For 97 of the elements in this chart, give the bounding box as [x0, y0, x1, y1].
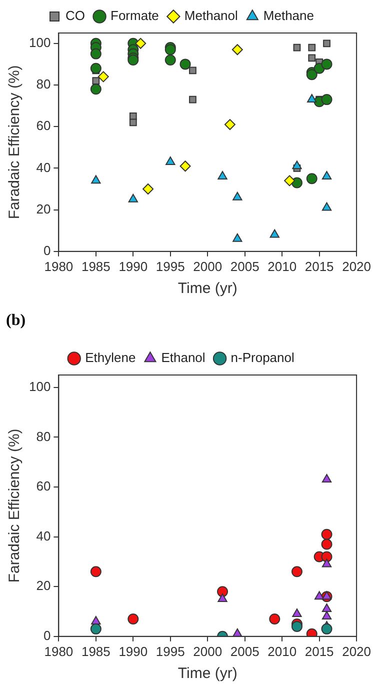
point: [166, 156, 176, 165]
y-tick-label: 60: [36, 118, 51, 134]
point: [321, 94, 332, 106]
point: [322, 604, 332, 612]
y-tick-label: 60: [36, 478, 51, 494]
x-tick-label: 1980: [44, 644, 74, 659]
point: [92, 77, 100, 85]
point: [321, 623, 332, 634]
point: [307, 94, 317, 103]
x-axis-title: Time (yr): [178, 280, 238, 298]
y-tick-label: 20: [36, 201, 51, 216]
x-tick-label: 2010: [268, 258, 297, 274]
text: (b): [5, 311, 27, 331]
x-tick-label: 2000: [193, 258, 222, 274]
point: [90, 84, 102, 95]
point: [314, 591, 324, 600]
y-tick-label: 80: [36, 428, 51, 444]
legend-label: n-Propanol: [230, 350, 294, 366]
point: [270, 229, 280, 238]
point: [322, 202, 332, 211]
point: [91, 616, 101, 624]
legend-label: CO: [66, 8, 86, 24]
x-tick-label: 1985: [81, 644, 110, 659]
x-tick-label: 2005: [230, 644, 260, 659]
legend-label: Methane: [263, 8, 314, 24]
x-tick-label: 1995: [156, 644, 185, 659]
point: [180, 160, 191, 172]
x-tick-label: 2015: [304, 258, 334, 274]
point: [224, 119, 236, 130]
point: [218, 594, 228, 602]
point: [284, 175, 296, 186]
y-axis-title: Faradaic Efficiency (%): [6, 65, 24, 220]
point: [321, 58, 332, 70]
x-tick-label: 2000: [193, 644, 222, 659]
y-tick-label: 0: [43, 242, 51, 258]
point: [128, 194, 138, 202]
point: [232, 44, 243, 56]
y-axis-title: Faradaic Efficiency (%): [6, 428, 24, 583]
y-tick-label: 40: [36, 160, 51, 175]
x-tick-label: 2020: [342, 258, 371, 274]
x-tick-label: 1985: [81, 258, 110, 274]
point: [128, 613, 139, 624]
point: [308, 44, 316, 52]
y-tick-label: 0: [43, 628, 51, 643]
point: [128, 54, 139, 66]
point: [322, 171, 332, 180]
legend-label: Ethanol: [161, 350, 206, 366]
point: [292, 608, 302, 617]
point: [323, 40, 330, 48]
x-tick-label: 2020: [342, 644, 371, 659]
point: [291, 566, 302, 578]
y-tick-label: 40: [36, 528, 51, 544]
point: [142, 184, 154, 194]
x-tick-label: 2010: [268, 644, 297, 659]
point: [321, 538, 332, 550]
point: [291, 620, 302, 632]
point: [232, 192, 242, 200]
point: [308, 54, 316, 62]
x-tick-label: 2015: [304, 644, 334, 659]
x-tick-label: 1980: [44, 258, 74, 274]
point: [321, 551, 332, 562]
y-tick-label: 100: [28, 379, 51, 394]
point: [189, 66, 196, 74]
point: [293, 44, 301, 52]
point: [217, 586, 228, 598]
point: [218, 171, 228, 180]
x-tick-label: 1990: [118, 644, 148, 659]
point: [90, 48, 102, 60]
point: [322, 591, 332, 600]
point: [322, 558, 332, 568]
point: [91, 175, 101, 184]
point: [292, 160, 302, 170]
point: [164, 54, 176, 66]
point: [129, 118, 137, 126]
point: [90, 566, 102, 578]
legend-label: Ethylene: [85, 350, 136, 366]
x-tick-label: 2005: [230, 258, 260, 274]
point: [90, 62, 102, 74]
point: [180, 58, 191, 70]
point: [322, 610, 332, 620]
point: [189, 96, 196, 104]
point: [135, 38, 146, 49]
y-tick-label: 20: [36, 578, 51, 594]
x-axis-title: Time (yr): [178, 665, 238, 682]
point: [129, 112, 137, 120]
point: [90, 623, 102, 634]
point: [98, 71, 109, 82]
x-tick-label: 1995: [156, 258, 185, 274]
point: [321, 528, 332, 540]
legend-label: Formate: [110, 8, 159, 24]
y-tick-label: 80: [36, 76, 51, 92]
point: [306, 173, 318, 184]
y-tick-label: 100: [28, 34, 51, 50]
point: [269, 613, 280, 624]
legend-label: Methanol: [184, 8, 238, 24]
point: [232, 233, 242, 242]
x-tick-label: 1990: [118, 258, 148, 274]
